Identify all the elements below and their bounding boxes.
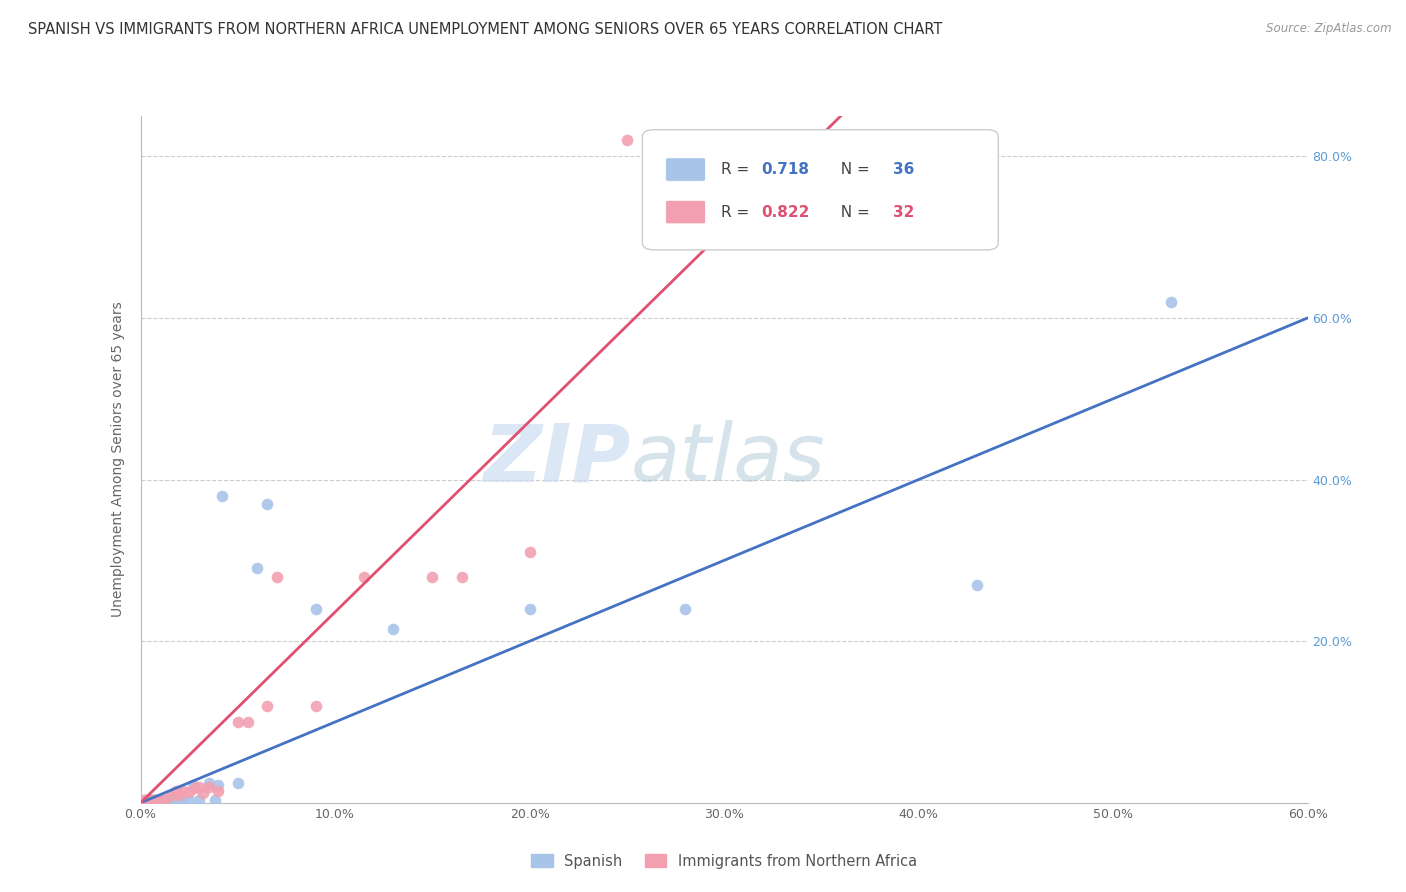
Point (1160, 294, 1182, 309)
Point (153, 792, 176, 806)
Point (169, 788, 191, 802)
Point (966, 577, 988, 591)
Point (156, 792, 179, 806)
Point (141, 793, 163, 807)
Text: N =: N = (831, 204, 875, 219)
Point (149, 793, 172, 807)
Point (179, 785, 201, 799)
Point (172, 783, 194, 797)
Point (143, 793, 166, 807)
Point (166, 792, 188, 806)
Point (181, 778, 204, 792)
Point (616, 133, 638, 147)
Point (188, 780, 211, 794)
Point (165, 783, 187, 797)
Point (146, 792, 169, 806)
Point (163, 792, 186, 806)
Point (226, 714, 249, 729)
Point (256, 698, 278, 713)
Text: 32: 32 (893, 204, 915, 219)
Legend: Spanish, Immigrants from Northern Africa: Spanish, Immigrants from Northern Africa (524, 847, 924, 874)
Point (145, 793, 167, 807)
Point (179, 792, 201, 806)
Point (266, 569, 288, 583)
Point (150, 793, 173, 807)
Point (184, 781, 207, 796)
Text: 0.822: 0.822 (762, 204, 810, 219)
Point (226, 775, 249, 789)
Point (138, 793, 160, 807)
Point (197, 775, 219, 789)
Point (153, 792, 176, 806)
Text: ZIP: ZIP (484, 420, 631, 499)
Point (246, 561, 269, 575)
Point (141, 792, 163, 806)
Text: atlas: atlas (631, 420, 825, 499)
Point (155, 793, 177, 807)
Point (135, 793, 157, 807)
Point (160, 793, 183, 807)
Point (134, 793, 156, 807)
Text: 36: 36 (893, 162, 915, 177)
Point (139, 792, 162, 806)
Point (169, 792, 191, 806)
Point (382, 622, 405, 636)
Point (450, 569, 472, 583)
Point (139, 793, 162, 807)
Point (146, 792, 169, 806)
Point (197, 780, 219, 794)
Text: N =: N = (831, 162, 875, 177)
Point (172, 792, 194, 806)
Point (723, 133, 745, 147)
Point (165, 792, 187, 806)
FancyBboxPatch shape (666, 158, 706, 181)
Text: SPANISH VS IMMIGRANTS FROM NORTHERN AFRICA UNEMPLOYMENT AMONG SENIORS OVER 65 YE: SPANISH VS IMMIGRANTS FROM NORTHERN AFRI… (28, 22, 942, 37)
Text: Source: ZipAtlas.com: Source: ZipAtlas.com (1267, 22, 1392, 36)
Point (353, 569, 375, 583)
Point (149, 793, 172, 807)
Point (673, 602, 696, 616)
Point (207, 783, 229, 797)
FancyBboxPatch shape (666, 201, 706, 224)
Point (305, 602, 328, 616)
Point (256, 497, 278, 511)
Point (236, 714, 259, 729)
Point (150, 792, 173, 806)
Point (188, 792, 211, 806)
Text: 0.718: 0.718 (762, 162, 810, 177)
Point (138, 793, 160, 807)
Point (134, 792, 156, 806)
Point (159, 792, 181, 806)
Point (211, 489, 233, 503)
Point (145, 793, 167, 807)
Point (204, 792, 226, 806)
Text: R =: R = (721, 204, 754, 219)
Point (305, 698, 328, 713)
Text: R =: R = (721, 162, 754, 177)
Point (519, 545, 541, 559)
Point (143, 793, 166, 807)
Y-axis label: Unemployment Among Seniors over 65 years: Unemployment Among Seniors over 65 years (111, 301, 125, 617)
Point (191, 786, 214, 800)
Point (422, 569, 444, 583)
Point (207, 778, 229, 792)
FancyBboxPatch shape (643, 129, 998, 250)
Point (135, 793, 157, 807)
Point (519, 602, 541, 616)
Point (159, 789, 181, 804)
